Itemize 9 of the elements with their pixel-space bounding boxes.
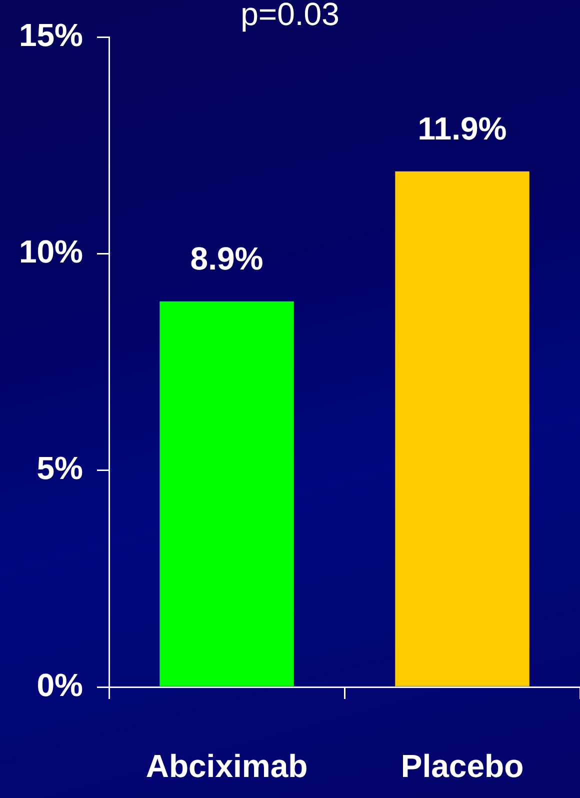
x-tick-label: Placebo: [400, 748, 524, 784]
chart-title: p=0.03: [240, 0, 340, 32]
x-tick-label: Abciximab: [146, 748, 308, 784]
data-label: 11.9%: [418, 110, 507, 146]
y-tick-label: 0%: [36, 666, 83, 703]
y-tick-label: 5%: [36, 450, 83, 486]
data-label: 8.9%: [190, 240, 264, 276]
y-tick-label: 10%: [18, 233, 83, 270]
y-tick-label: 15%: [18, 16, 83, 53]
